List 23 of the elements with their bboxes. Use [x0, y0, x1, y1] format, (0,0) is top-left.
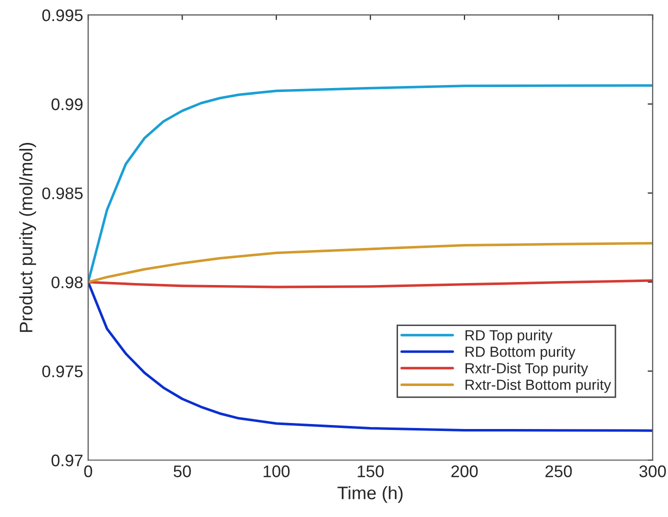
x-tick-label: 200 [451, 465, 478, 478]
legend-label: Rxtr-Dist Bottom purity [466, 379, 612, 393]
legend-label: Rxtr-Dist Top purity [466, 362, 588, 376]
line-series [88, 242, 653, 284]
x-tick-label: 50 [174, 465, 191, 478]
y-axis-title: Product purity (mol/mol) [19, 142, 36, 332]
line-series [88, 84, 653, 284]
y-tick-label: 0.975 [42, 366, 83, 378]
x-tick-label: 150 [358, 465, 384, 478]
x-axis-title: Time (h) [338, 486, 403, 503]
y-tick-label: 0.985 [42, 187, 83, 200]
legend-label: RD Bottom purity [466, 346, 576, 360]
y-tick-label: 0.995 [42, 9, 83, 22]
y-tick-label: 0.99 [52, 98, 83, 110]
legend-label: RD Top purity [466, 330, 552, 344]
x-tick-label: 100 [264, 465, 290, 478]
line-series [88, 279, 653, 288]
y-tick-label: 0.98 [52, 276, 83, 288]
line-series [88, 280, 653, 432]
x-tick-label: 0 [84, 465, 92, 478]
x-tick-label: 300 [639, 465, 666, 478]
x-tick-label: 250 [545, 465, 572, 478]
y-tick-label: 0.97 [52, 454, 82, 466]
